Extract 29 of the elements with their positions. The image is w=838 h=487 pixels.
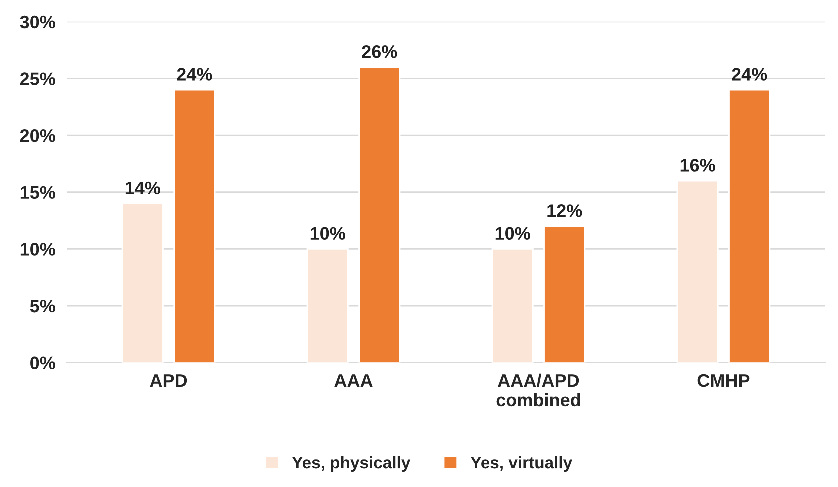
bar [492, 248, 534, 363]
bar [122, 203, 164, 363]
data-label: 12% [548, 204, 582, 218]
y-tick-label: 0% [30, 356, 56, 370]
y-tick-label: 20% [20, 129, 56, 142]
legend-label: Yes, virtually [470, 456, 572, 472]
y-tick-label: 10% [20, 243, 56, 256]
x-tick-label: APD [150, 374, 188, 388]
data-label: 10% [496, 227, 530, 240]
x-tick-label: CMHP [698, 374, 750, 388]
data-label: 16% [680, 159, 716, 172]
bar [544, 226, 586, 363]
y-tick-label: 15% [20, 186, 56, 200]
data-label: 10% [310, 227, 346, 240]
x-tick-label: AAA [334, 374, 373, 388]
y-tick-label: 25% [20, 72, 56, 86]
data-label: 24% [732, 68, 768, 81]
bar [306, 248, 349, 363]
bar [174, 89, 216, 363]
x-tick-label: AAA/APD combined [496, 374, 580, 407]
legend-label: Yes, physically [292, 456, 411, 472]
data-label: 24% [177, 68, 212, 81]
y-tick-label: 5% [30, 300, 56, 313]
data-label: 26% [362, 45, 398, 58]
bar [676, 180, 719, 363]
y-tick-label: 30% [20, 16, 56, 29]
bar [728, 89, 771, 363]
data-label: 14% [126, 182, 160, 195]
bar [358, 66, 401, 363]
